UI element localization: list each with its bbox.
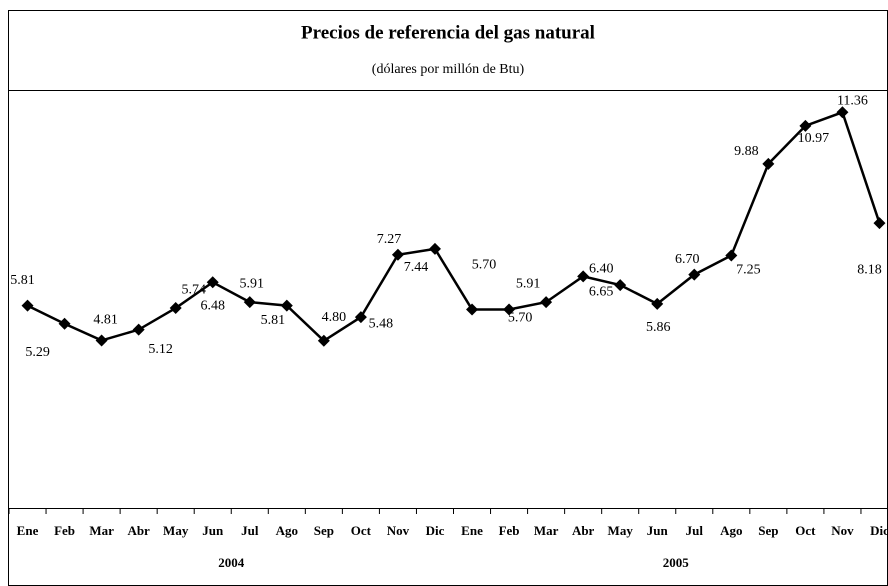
marker [391,248,404,261]
marker [466,303,479,316]
data-label: 5.29 [25,345,50,360]
x-tick-label: Jun [647,523,669,538]
x-tick-label: May [608,523,634,538]
x-tick-label: Ene [461,523,483,538]
data-label: 6.48 [200,298,225,313]
data-label: 5.74 [181,282,206,297]
x-tick-label: Dic [426,523,445,538]
x-tick-label: Abr [127,523,150,538]
data-label: 9.88 [734,144,759,159]
data-label: 5.91 [240,276,265,291]
data-label: 5.70 [472,258,497,273]
group-label: 2005 [663,555,690,570]
frame [8,10,888,586]
data-label: 7.27 [377,232,402,247]
chart-title: Precios de referencia del gas natural [301,22,595,43]
x-tick-label: Nov [831,523,854,538]
marker [280,299,293,312]
x-tick-label: Sep [758,523,778,538]
data-label: 8.18 [857,262,882,277]
x-tick-label: Mar [534,523,559,538]
marker [21,299,34,312]
data-label: 5.48 [369,316,394,331]
data-label: 5.12 [148,342,173,357]
x-tick-label: May [163,523,189,538]
marker [725,249,738,262]
x-tick-label: Feb [499,523,520,538]
marker [317,334,330,347]
x-tick-label: Feb [54,523,75,538]
marker [354,311,367,324]
data-label: 7.44 [404,260,429,275]
chart-subtitle: (dólares por millón de Btu) [372,62,525,77]
data-label: 6.70 [675,252,700,267]
data-label: 5.81 [10,273,35,288]
data-label: 6.65 [589,285,614,300]
marker [540,296,553,309]
data-label: 7.25 [736,263,761,278]
x-tick-label: Sep [314,523,334,538]
marker [132,323,145,336]
marker [799,119,812,132]
x-tick-label: Abr [572,523,595,538]
x-tick-label: Oct [795,523,816,538]
marker [206,276,219,289]
data-label: 11.36 [837,94,868,109]
x-tick-label: Jul [686,523,704,538]
x-tick-label: Nov [387,523,410,538]
marker [577,270,590,283]
marker [169,302,182,315]
marker [836,106,849,119]
data-label: 10.97 [798,131,830,146]
marker [243,296,256,309]
marker [688,268,701,281]
marker [614,279,627,292]
marker [873,217,886,230]
marker [95,334,108,347]
data-label: 4.81 [93,313,118,328]
x-tick-label: Mar [89,523,114,538]
x-tick-label: Ago [276,523,298,538]
x-tick-label: Jul [241,523,259,538]
data-label: 5.86 [646,320,671,335]
x-tick-label: Jun [202,523,224,538]
x-tick-label: Ago [720,523,742,538]
marker [503,303,516,316]
data-label: 4.80 [322,310,347,325]
x-tick-label: Dic [870,523,888,538]
marker [428,242,441,255]
marker [762,157,775,170]
data-label: 6.40 [589,261,614,276]
data-label: 5.81 [261,313,286,328]
x-tick-label: Ene [17,523,39,538]
line [26,110,881,343]
data-label: 5.70 [508,311,533,326]
group-label: 2004 [218,555,245,570]
x-tick-label: Oct [351,523,372,538]
data-label: 5.91 [516,276,541,291]
marker [58,317,71,330]
marker [651,297,664,310]
